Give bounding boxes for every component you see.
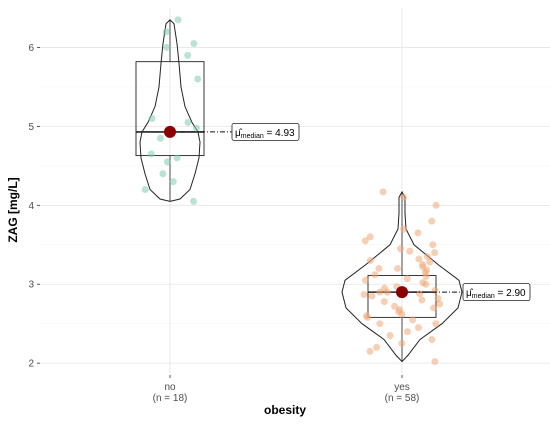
median-label-subscript: median	[472, 293, 495, 300]
data-point-no	[163, 43, 171, 51]
data-point-yes	[436, 300, 444, 308]
data-point-yes	[415, 255, 423, 263]
data-point-yes	[414, 324, 422, 332]
data-point-yes	[375, 264, 383, 272]
data-point-no	[173, 154, 181, 162]
median-label-value: = 4.93	[264, 128, 295, 139]
data-point-no	[192, 124, 200, 132]
data-point-no	[194, 75, 202, 83]
x-tick-label: yes	[394, 382, 410, 393]
x-axis-title: obesity	[264, 403, 306, 417]
data-point-yes	[432, 201, 440, 209]
median-point-yes	[396, 286, 408, 299]
data-points	[141, 16, 444, 366]
y-tick-label: 6	[28, 43, 34, 54]
data-point-yes	[431, 358, 439, 366]
data-point-yes	[428, 335, 436, 343]
data-point-no	[184, 118, 192, 126]
data-point-yes	[431, 249, 439, 257]
y-axis-title: ZAG [mg/L]	[6, 177, 20, 242]
data-point-yes	[366, 257, 374, 265]
data-point-no	[148, 114, 156, 122]
median-label-subscript: median	[241, 133, 264, 140]
data-point-yes	[404, 328, 412, 336]
data-point-yes	[398, 339, 406, 347]
data-point-yes	[379, 188, 387, 196]
data-point-yes	[426, 258, 434, 266]
median-label-box-no	[231, 123, 300, 141]
data-point-no	[169, 178, 177, 186]
data-point-yes	[368, 292, 376, 300]
data-point-no	[147, 150, 155, 158]
median-point-no	[164, 125, 176, 138]
data-point-yes	[429, 241, 437, 249]
y-tick-label: 5	[28, 122, 34, 133]
data-point-no	[190, 40, 198, 48]
data-point-yes	[380, 284, 388, 292]
data-point-yes	[418, 296, 426, 304]
data-point-yes	[362, 312, 370, 320]
data-point-yes	[406, 247, 414, 255]
data-point-yes	[431, 287, 439, 295]
data-point-yes	[386, 332, 394, 340]
data-point-yes	[393, 264, 401, 272]
x-tick-n-label: (n = 18)	[153, 393, 188, 404]
data-point-yes	[397, 245, 405, 253]
median-label-no: μ̂median = 4.93	[235, 127, 295, 140]
median-label-box-yes	[462, 283, 531, 302]
gridlines	[40, 8, 550, 375]
y-axis: 2 3 4 5 6	[28, 43, 40, 370]
data-point-no	[156, 134, 164, 142]
data-point-no	[184, 51, 192, 59]
data-point-yes	[366, 347, 374, 355]
data-point-yes	[361, 276, 369, 284]
y-tick-label: 2	[28, 359, 34, 370]
data-point-yes	[380, 298, 388, 306]
data-point-yes	[391, 302, 399, 310]
violins	[139, 19, 463, 363]
data-point-yes	[419, 279, 427, 287]
median-label-value: = 2.90	[495, 288, 526, 299]
data-point-yes	[423, 253, 431, 261]
data-point-yes	[414, 229, 422, 237]
x-tick-label: no	[164, 382, 176, 393]
median-label-symbol: μ̂	[466, 287, 474, 299]
data-point-yes	[416, 290, 424, 298]
data-point-yes	[376, 320, 384, 328]
data-point-no	[141, 186, 149, 194]
data-point-yes	[400, 193, 408, 201]
violin-no	[139, 19, 201, 202]
data-point-yes	[403, 275, 411, 283]
data-point-yes	[360, 290, 368, 298]
data-point-yes	[366, 233, 374, 241]
data-point-no	[174, 16, 182, 24]
x-axis: no(n = 18) yes(n = 58)	[153, 375, 420, 404]
data-point-yes	[373, 343, 381, 351]
data-point-no	[163, 158, 171, 166]
y-tick-label: 4	[28, 201, 34, 212]
median-markers	[164, 125, 463, 299]
x-tick-n-label: (n = 58)	[385, 393, 420, 404]
y-tick-label: 3	[28, 280, 34, 291]
median-label-symbol: μ̂	[235, 127, 243, 139]
data-point-yes	[409, 316, 417, 324]
data-point-no	[159, 170, 167, 178]
data-point-yes	[371, 271, 379, 279]
data-point-yes	[396, 305, 404, 313]
data-point-yes	[376, 288, 384, 296]
data-point-yes	[430, 304, 438, 312]
data-point-no	[162, 28, 170, 36]
data-point-no	[190, 197, 198, 205]
data-point-yes	[361, 237, 369, 245]
data-point-yes	[418, 261, 426, 269]
median-label-yes: μ̂median = 2.90	[466, 287, 526, 300]
data-point-yes	[434, 294, 442, 302]
median-labels: μ̂median = 4.93μ̂median = 2.90	[231, 123, 531, 302]
data-point-yes	[428, 217, 436, 225]
boxes	[135, 19, 437, 362]
data-point-yes	[400, 225, 408, 233]
data-point-yes	[432, 320, 440, 328]
